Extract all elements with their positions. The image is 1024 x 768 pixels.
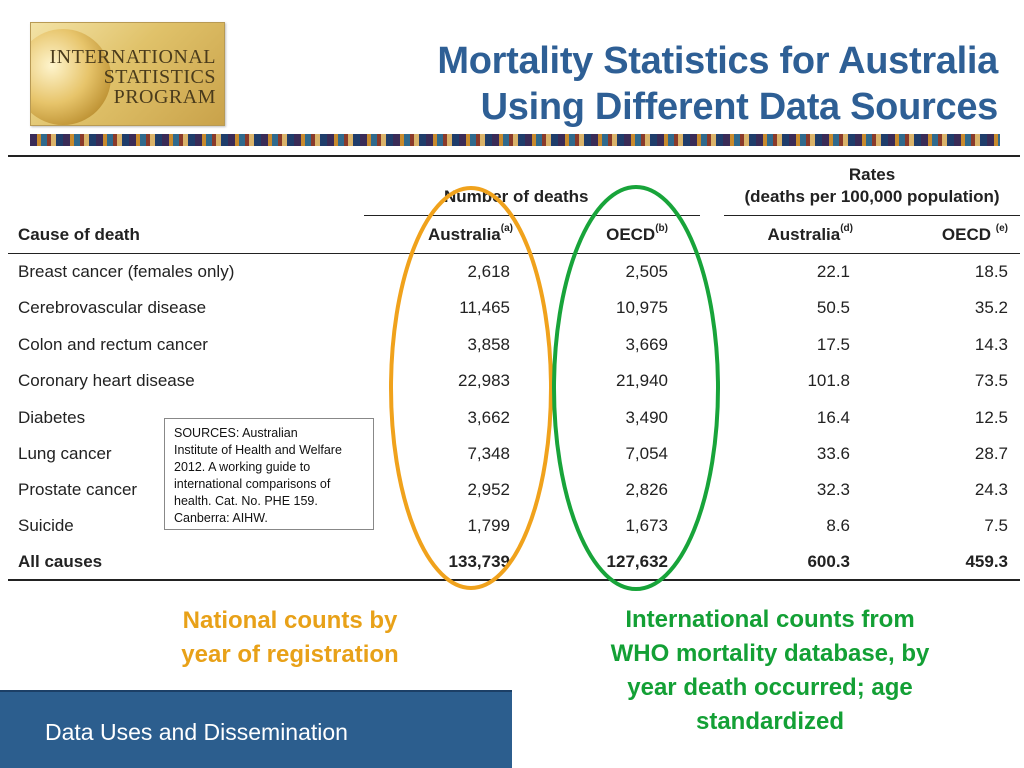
col-header-deaths-oecd: OECD(b) xyxy=(606,223,668,244)
national-counts-caption: National counts by year of registration xyxy=(150,604,430,672)
cell-rates-oecd: 73.5 xyxy=(974,371,1008,390)
cell-deaths-australia: 2,618 xyxy=(467,262,510,281)
cell-rates-australia: 16.4 xyxy=(816,408,850,427)
cell-deaths-oecd: 1,673 xyxy=(625,516,668,535)
footer-section-bar: Data Uses and Dissemination xyxy=(0,690,512,768)
cell-deaths-oecd: 127,632 xyxy=(606,552,668,571)
sources-line: Institute of Health and Welfare xyxy=(174,443,342,457)
international-counts-caption: International counts from WHO mortality … xyxy=(560,603,980,739)
caption-line: National counts by xyxy=(182,607,398,634)
col-header-rates-oecd: OECD (e) xyxy=(941,223,1008,244)
sources-line: SOURCES: Australian xyxy=(174,426,298,440)
cell-cause: Lung cancer xyxy=(18,444,112,463)
cell-deaths-australia: 3,662 xyxy=(467,408,510,427)
caption-line: year death occurred; age xyxy=(627,674,913,701)
cell-deaths-australia: 22,983 xyxy=(458,371,510,390)
slide-title-line2: Using Different Data Sources xyxy=(480,86,999,128)
cell-cause: Breast cancer (females only) xyxy=(18,262,235,281)
cell-deaths-oecd: 2,826 xyxy=(625,480,668,499)
footer-label: Data Uses and Dissemination xyxy=(45,719,348,745)
cell-deaths-australia: 11,465 xyxy=(459,298,510,317)
sources-line: international comparisons of xyxy=(174,477,331,491)
deaths-group-rule xyxy=(364,215,700,216)
sources-line: 2012. A working guide to xyxy=(174,460,311,474)
cell-deaths-australia: 7,348 xyxy=(467,444,510,463)
cell-deaths-oecd: 10,975 xyxy=(616,298,668,317)
cell-cause: Coronary heart disease xyxy=(18,371,195,390)
logo-text-line1: INTERNATIONAL xyxy=(49,46,216,68)
decorative-banner xyxy=(30,134,1000,146)
globe-icon xyxy=(31,29,111,125)
group-header-deaths: Number of deaths xyxy=(444,187,589,206)
sources-note: SOURCES: Australian Institute of Health … xyxy=(164,418,374,530)
group-header-rates-line2: (deaths per 100,000 population) xyxy=(744,187,1000,206)
cell-rates-oecd: 28.7 xyxy=(974,444,1008,463)
sources-line: Canberra: AIHW. xyxy=(174,511,268,525)
logo-text-line3: PROGRAM xyxy=(113,86,216,108)
cell-rates-oecd: 18.5 xyxy=(974,262,1008,281)
cell-deaths-australia: 2,952 xyxy=(467,480,510,499)
slide-title: Mortality Statistics for Australia Using… xyxy=(437,38,998,130)
cell-deaths-oecd: 3,669 xyxy=(625,335,668,354)
cell-rates-australia: 101.8 xyxy=(807,371,850,390)
cell-deaths-oecd: 3,490 xyxy=(625,408,668,427)
cell-cause: Cerebrovascular disease xyxy=(18,298,207,317)
col-header-cause: Cause of death xyxy=(18,225,140,244)
caption-line: year of registration xyxy=(181,641,399,668)
cell-rates-oecd: 35.2 xyxy=(974,298,1008,317)
cell-cause: Diabetes xyxy=(18,408,86,427)
cell-rates-oecd: 7.5 xyxy=(984,516,1008,535)
col-header-deaths-australia: Australia(a) xyxy=(428,223,513,244)
cell-rates-oecd: 24.3 xyxy=(974,480,1008,499)
cell-rates-australia: 50.5 xyxy=(816,298,850,317)
rates-group-rule xyxy=(724,215,1020,216)
table-bottom-rule xyxy=(8,579,1020,581)
cell-cause: Colon and rectum cancer xyxy=(18,335,208,354)
cell-rates-australia: 600.3 xyxy=(807,552,850,571)
cell-rates-oecd: 459.3 xyxy=(965,552,1008,571)
cell-deaths-oecd: 21,940 xyxy=(616,371,668,390)
caption-line: International counts from xyxy=(625,606,915,633)
cell-rates-oecd: 14.3 xyxy=(974,335,1008,354)
cell-deaths-oecd: 7,054 xyxy=(625,444,668,463)
cell-deaths-australia: 1,799 xyxy=(467,516,510,535)
table-top-rule xyxy=(8,155,1020,157)
cell-deaths-australia: 133,739 xyxy=(448,552,510,571)
group-header-rates-line1: Rates xyxy=(848,165,896,184)
international-statistics-program-logo: INTERNATIONAL STATISTICS PROGRAM xyxy=(30,22,225,126)
logo-text-line2: STATISTICS xyxy=(103,66,216,88)
cell-rates-australia: 17.5 xyxy=(816,335,850,354)
cell-rates-australia: 22.1 xyxy=(816,262,850,281)
caption-line: standardized xyxy=(695,708,845,735)
cell-rates-oecd: 12.5 xyxy=(974,408,1008,427)
cell-cause: Suicide xyxy=(18,516,74,535)
cell-deaths-australia: 3,858 xyxy=(467,335,510,354)
slide-title-line1: Mortality Statistics for Australia xyxy=(437,40,998,82)
cell-cause: All causes xyxy=(18,552,103,571)
col-header-rates-australia: Australia(d) xyxy=(767,223,853,244)
cell-rates-australia: 32.3 xyxy=(816,480,850,499)
sources-line: health. Cat. No. PHE 159. xyxy=(174,494,318,508)
mortality-table: Number of deaths Rates (deaths per 100,0… xyxy=(8,155,1020,583)
cell-rates-australia: 8.6 xyxy=(826,516,850,535)
header-rule xyxy=(8,253,1020,254)
cell-deaths-oecd: 2,505 xyxy=(625,262,668,281)
cell-rates-australia: 33.6 xyxy=(816,444,850,463)
caption-line: WHO mortality database, by xyxy=(610,640,930,667)
cell-cause: Prostate cancer xyxy=(18,480,138,499)
